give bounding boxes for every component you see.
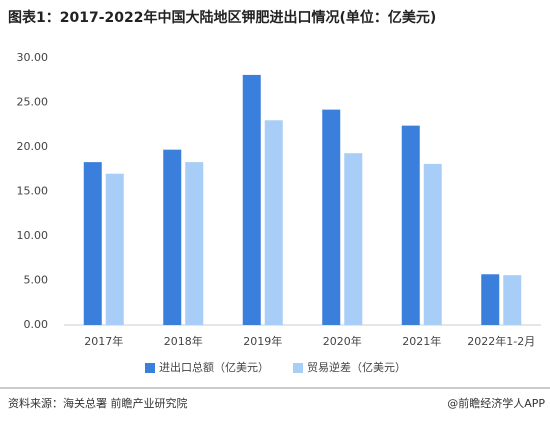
legend-swatch xyxy=(145,363,155,373)
bar xyxy=(423,163,442,325)
y-tick-label: 10.00 xyxy=(17,229,49,242)
x-tick-label: 2019年 xyxy=(243,334,282,348)
x-tick-label: 2021年 xyxy=(402,334,441,348)
y-tick-label: 5.00 xyxy=(24,274,49,287)
legend-label: 贸易逆差（亿美元） xyxy=(307,360,406,374)
legend-label: 进出口总额（亿美元） xyxy=(159,360,269,374)
y-tick-label: 20.00 xyxy=(17,140,49,153)
source: 资料来源：海关总署 前瞻产业研究院 xyxy=(8,396,188,410)
bar xyxy=(242,74,261,325)
x-tick-label: 2020年 xyxy=(323,334,362,348)
bar xyxy=(163,149,182,325)
bar xyxy=(322,109,341,326)
y-tick-label: 0.00 xyxy=(24,318,49,331)
y-tick-label: 15.00 xyxy=(17,185,49,198)
bar xyxy=(105,173,124,325)
bar xyxy=(185,162,204,325)
bar xyxy=(401,125,420,325)
bar xyxy=(83,162,102,325)
x-tick-label: 2022年1-2月 xyxy=(467,334,535,348)
y-tick-label: 30.00 xyxy=(17,51,49,64)
credit: @前瞻经济学人APP xyxy=(447,396,545,410)
chart-title: 图表1：2017-2022年中国大陆地区钾肥进出口情况(单位：亿美元) xyxy=(8,9,436,26)
x-tick-label: 2017年 xyxy=(84,334,123,348)
bar xyxy=(481,274,500,325)
legend-swatch xyxy=(293,363,303,373)
bar xyxy=(503,275,522,325)
bar xyxy=(264,120,283,325)
bar xyxy=(344,153,363,325)
x-tick-label: 2018年 xyxy=(164,334,203,348)
y-tick-label: 25.00 xyxy=(17,96,49,109)
